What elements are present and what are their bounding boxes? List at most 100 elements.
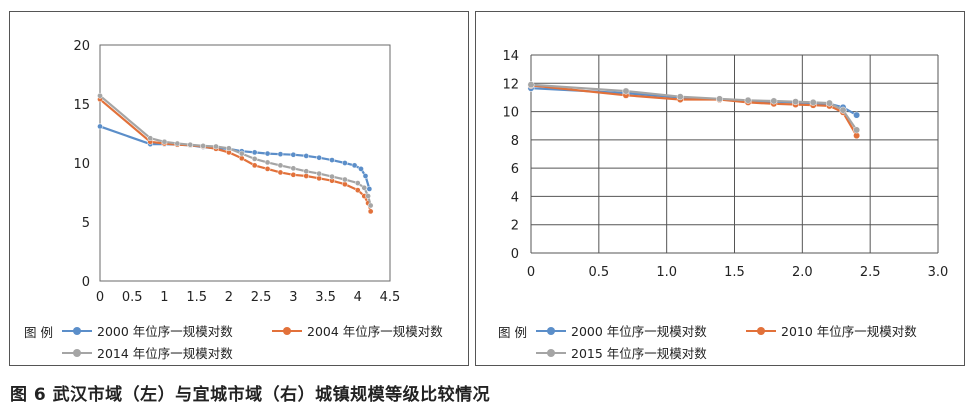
- data-point: [251, 149, 258, 156]
- data-point: [839, 106, 847, 114]
- y-tick-label: 14: [502, 49, 519, 64]
- legend-item-2004: 2004 年位序一规模对数: [272, 321, 443, 340]
- x-tick-label: 0.5: [122, 290, 143, 305]
- x-tick-label: 0.5: [588, 265, 609, 280]
- y-tick-label: 10: [73, 157, 90, 172]
- data-point: [147, 135, 154, 142]
- chart-wuhan: 0 5 10 15 20 0 0.5 1 1.5 2 2.5 3 3.5 4 4.5: [73, 39, 400, 305]
- data-point: [358, 166, 364, 172]
- data-point: [161, 138, 168, 145]
- data-point: [792, 98, 799, 106]
- data-point: [226, 145, 232, 152]
- legend-wuhan: 图 例 2000 年位序一规模对数 2004 年位序一规模对数 2014 年位序…: [10, 12, 470, 367]
- data-point: [329, 173, 335, 180]
- data-point: [316, 154, 322, 161]
- x-tick-label: 1.0: [656, 265, 677, 280]
- x-tick-label: 2.5: [860, 265, 881, 280]
- y-tick-label: 4: [511, 190, 519, 205]
- data-point: [809, 98, 817, 106]
- data-point: [826, 99, 833, 107]
- data-point: [367, 202, 374, 209]
- data-point: [290, 151, 297, 158]
- y-tick-label: 0: [82, 275, 90, 290]
- data-point: [354, 187, 361, 193]
- legend-swatch-2015: [536, 347, 566, 359]
- data-point: [290, 171, 297, 178]
- x-tick-label: 0: [96, 290, 104, 305]
- x-tick-label: 4: [354, 290, 362, 305]
- data-point: [213, 143, 219, 150]
- x-tick-label: 3.5: [315, 290, 336, 305]
- data-point: [354, 180, 361, 186]
- data-point: [676, 93, 684, 101]
- data-point: [367, 208, 374, 215]
- data-point: [264, 159, 271, 166]
- data-point: [277, 169, 284, 176]
- chart-panel-wuhan: 0 5 10 15 20 0 0.5 1 1.5 2 2.5 3 3.5 4 4.5 图 例 2000 年位…: [9, 11, 469, 366]
- legend-swatch-dot: [73, 326, 81, 335]
- data-point: [316, 170, 322, 177]
- data-point: [277, 151, 284, 157]
- legend-text-2000: 2000 年位序一规模对数: [571, 324, 707, 339]
- data-point: [622, 87, 630, 95]
- data-point: [277, 162, 284, 169]
- data-point: [174, 140, 181, 147]
- y-tick-label: 8: [511, 134, 519, 149]
- y-tick-label: 2: [511, 219, 519, 234]
- y-tick-label: 10: [502, 106, 519, 121]
- data-point: [264, 166, 271, 172]
- legend-swatch-dot: [283, 326, 291, 335]
- x-tick-label: 1.5: [186, 290, 207, 305]
- x-tick-label: 3: [289, 290, 297, 305]
- legend-item-2014: 2014 年位序一规模对数: [62, 343, 233, 362]
- legend-swatch-dot: [73, 348, 81, 357]
- y-tick-label: 6: [511, 162, 519, 177]
- data-point: [329, 157, 335, 163]
- data-point: [251, 156, 258, 162]
- data-point: [200, 143, 206, 149]
- data-point: [527, 81, 535, 89]
- data-point: [303, 168, 310, 175]
- legend-text-2010: 2010 年位序一规模对数: [781, 324, 917, 339]
- chart-panel-yicheng: 0 2 4 6 8 10 12 14 0 0.5 1.0 1.5 2.0 2.5 3.0 图 例 2000 …: [475, 11, 965, 366]
- figure-caption: 图 6 武汉市域（左）与宜城市域（右）城镇规模等级比较情况: [10, 385, 491, 405]
- legend-text-2004: 2004 年位序一规模对数: [307, 324, 443, 339]
- legend-swatch-2000: [536, 325, 566, 337]
- data-point: [770, 97, 778, 105]
- legend-swatch-dot: [757, 326, 765, 335]
- x-tick-label: 0: [527, 265, 535, 280]
- data-point: [290, 165, 297, 172]
- data-point: [365, 193, 371, 199]
- legend-item-2000: 2000 年位序一规模对数: [536, 321, 707, 340]
- legend-label: 图 例: [24, 325, 53, 340]
- y-tick-label: 5: [82, 216, 90, 231]
- y-tick-label: 15: [73, 98, 90, 113]
- legend-item-2015: 2015 年位序一规模对数: [536, 343, 707, 362]
- x-tick-label: 1: [160, 290, 168, 305]
- data-point: [716, 95, 724, 103]
- data-point: [97, 92, 103, 99]
- data-point: [251, 162, 258, 169]
- legend-swatch-2004: [272, 325, 302, 337]
- legend-text-2014: 2014 年位序一规模对数: [97, 346, 233, 361]
- data-point: [361, 184, 368, 191]
- x-tick-label: 3.0: [928, 265, 949, 280]
- data-point: [362, 173, 369, 179]
- chart-yicheng: 0 2 4 6 8 10 12 14 0 0.5 1.0 1.5 2.0 2.5 3.0: [502, 49, 949, 280]
- y-tick-label: 20: [73, 39, 90, 54]
- legend-item-2010: 2010 年位序一规模对数: [746, 321, 917, 340]
- data-point: [853, 126, 861, 134]
- x-tick-label: 1.5: [724, 265, 745, 280]
- legend-swatch-dot: [547, 348, 555, 357]
- data-point: [187, 141, 194, 148]
- data-point: [303, 153, 310, 159]
- legend-label: 图 例: [498, 325, 527, 340]
- data-point: [342, 176, 348, 183]
- x-tick-label: 2: [225, 290, 233, 305]
- plot-area-border: [99, 44, 391, 282]
- y-tick-label: 0: [511, 247, 519, 262]
- data-point: [853, 111, 861, 119]
- legend-text-2015: 2015 年位序一规模对数: [571, 346, 707, 361]
- x-tick-label: 2.5: [251, 290, 272, 305]
- data-point: [744, 96, 752, 104]
